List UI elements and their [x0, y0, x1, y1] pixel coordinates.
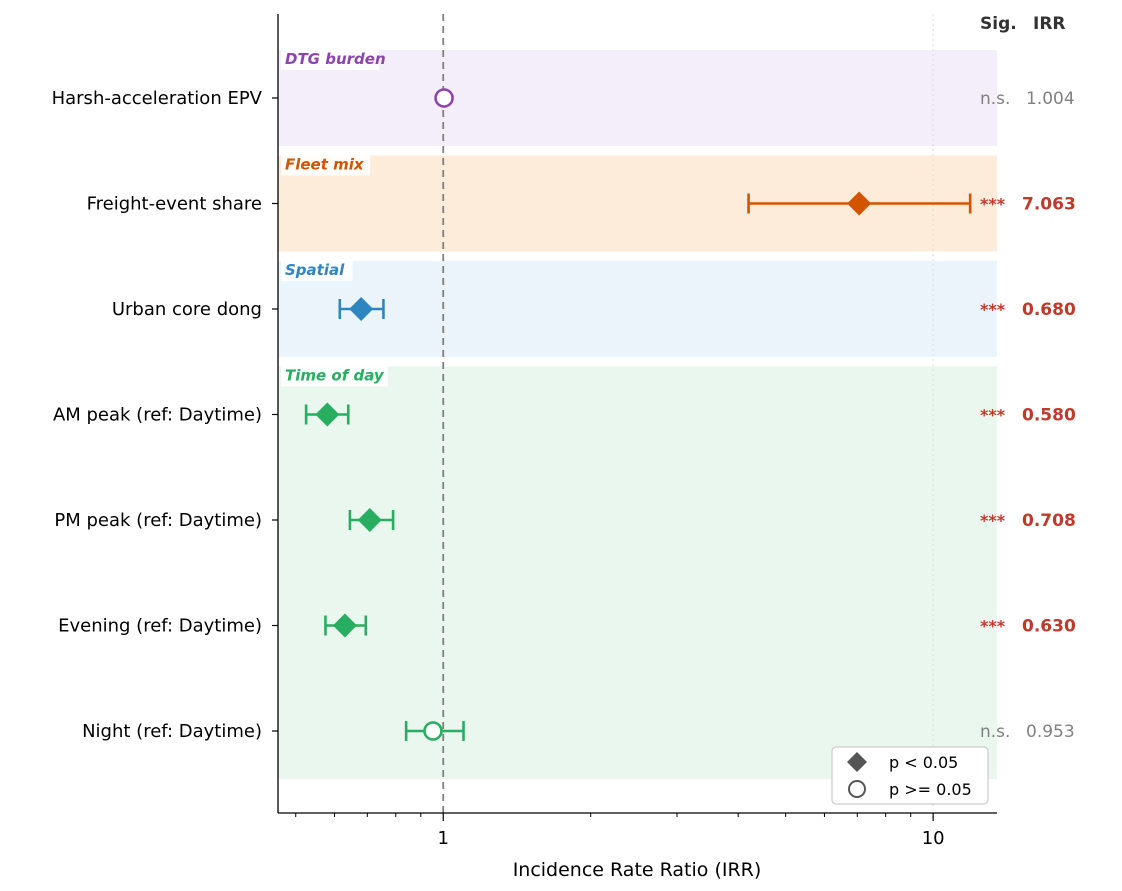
group-title-backdrop [281, 365, 388, 387]
irr-value: 0.680 [1022, 300, 1076, 320]
legend-diamond-marker [847, 752, 867, 772]
grid-lines [442, 14, 934, 813]
irr-value: 0.580 [1022, 406, 1076, 426]
row-label: Freight-event share [87, 194, 262, 215]
irr-value: 0.953 [1026, 722, 1075, 742]
point-estimate-diamond [349, 297, 374, 321]
sig-value: *** [980, 406, 1006, 425]
data-marks [304, 88, 972, 741]
row-label: Evening (ref: Daytime) [58, 616, 262, 637]
irr-value: 0.708 [1022, 511, 1076, 531]
row-label: Night (ref: Daytime) [82, 721, 262, 742]
point-estimate-diamond [332, 613, 357, 638]
x-tick-label: 10 [922, 828, 945, 849]
sig-value: *** [980, 300, 1006, 319]
row-label: PM peak (ref: Daytime) [54, 510, 262, 531]
x-axis-label: Incidence Rate Ratio (IRR) [513, 859, 762, 881]
x-tick-label: 1 [437, 828, 448, 849]
group-title-backdrop [281, 49, 379, 70]
axes: 1 10 [272, 14, 997, 849]
group-title-backdrop [281, 154, 371, 176]
group-band [278, 366, 997, 779]
group-title: DTG burden [285, 50, 386, 68]
point-estimate-circle [423, 721, 443, 741]
irr-value: 7.063 [1022, 195, 1076, 215]
point-estimate-diamond [315, 402, 340, 427]
row-label: Harsh-acceleration EPV [52, 88, 263, 109]
group-band [278, 50, 997, 146]
sig-value: n.s. [980, 722, 1010, 742]
sig-column-header: Sig. [980, 14, 1017, 34]
sig-value: *** [980, 511, 1006, 530]
row-label: AM peak (ref: Daytime) [53, 405, 262, 426]
irr-value: 1.004 [1026, 89, 1075, 109]
legend-label: p < 0.05 [889, 753, 958, 772]
group-title: Spatial [285, 261, 345, 279]
point-estimate-diamond [357, 508, 382, 532]
point-estimate-diamond [847, 191, 872, 216]
group-title-backdrop [281, 260, 353, 281]
stats-column: n.s. 1.004 *** 7.063 *** 0.680 *** 0.580 *** 0.70… [980, 89, 1076, 742]
legend: p < 0.05 p >= 0.05 [831, 746, 989, 805]
legend-circle-marker [848, 780, 866, 798]
row-labels: Harsh-acceleration EPV Freight-event shar… [52, 88, 263, 742]
point-estimate-circle [434, 88, 454, 108]
irr-value: 0.630 [1022, 617, 1076, 637]
sig-value: n.s. [980, 89, 1010, 109]
sig-value: *** [980, 617, 1006, 636]
legend-box [831, 746, 989, 805]
row-label: Urban core dong [112, 299, 262, 320]
group-title: Time of day [285, 367, 385, 385]
irr-column-header: IRR [1033, 14, 1066, 34]
group-bands: DTG burden Fleet mix Spatial Time of day [278, 49, 997, 779]
legend-label: p >= 0.05 [889, 780, 972, 799]
sig-value: *** [980, 195, 1006, 214]
group-band [278, 261, 997, 357]
group-title: Fleet mix [285, 156, 365, 174]
